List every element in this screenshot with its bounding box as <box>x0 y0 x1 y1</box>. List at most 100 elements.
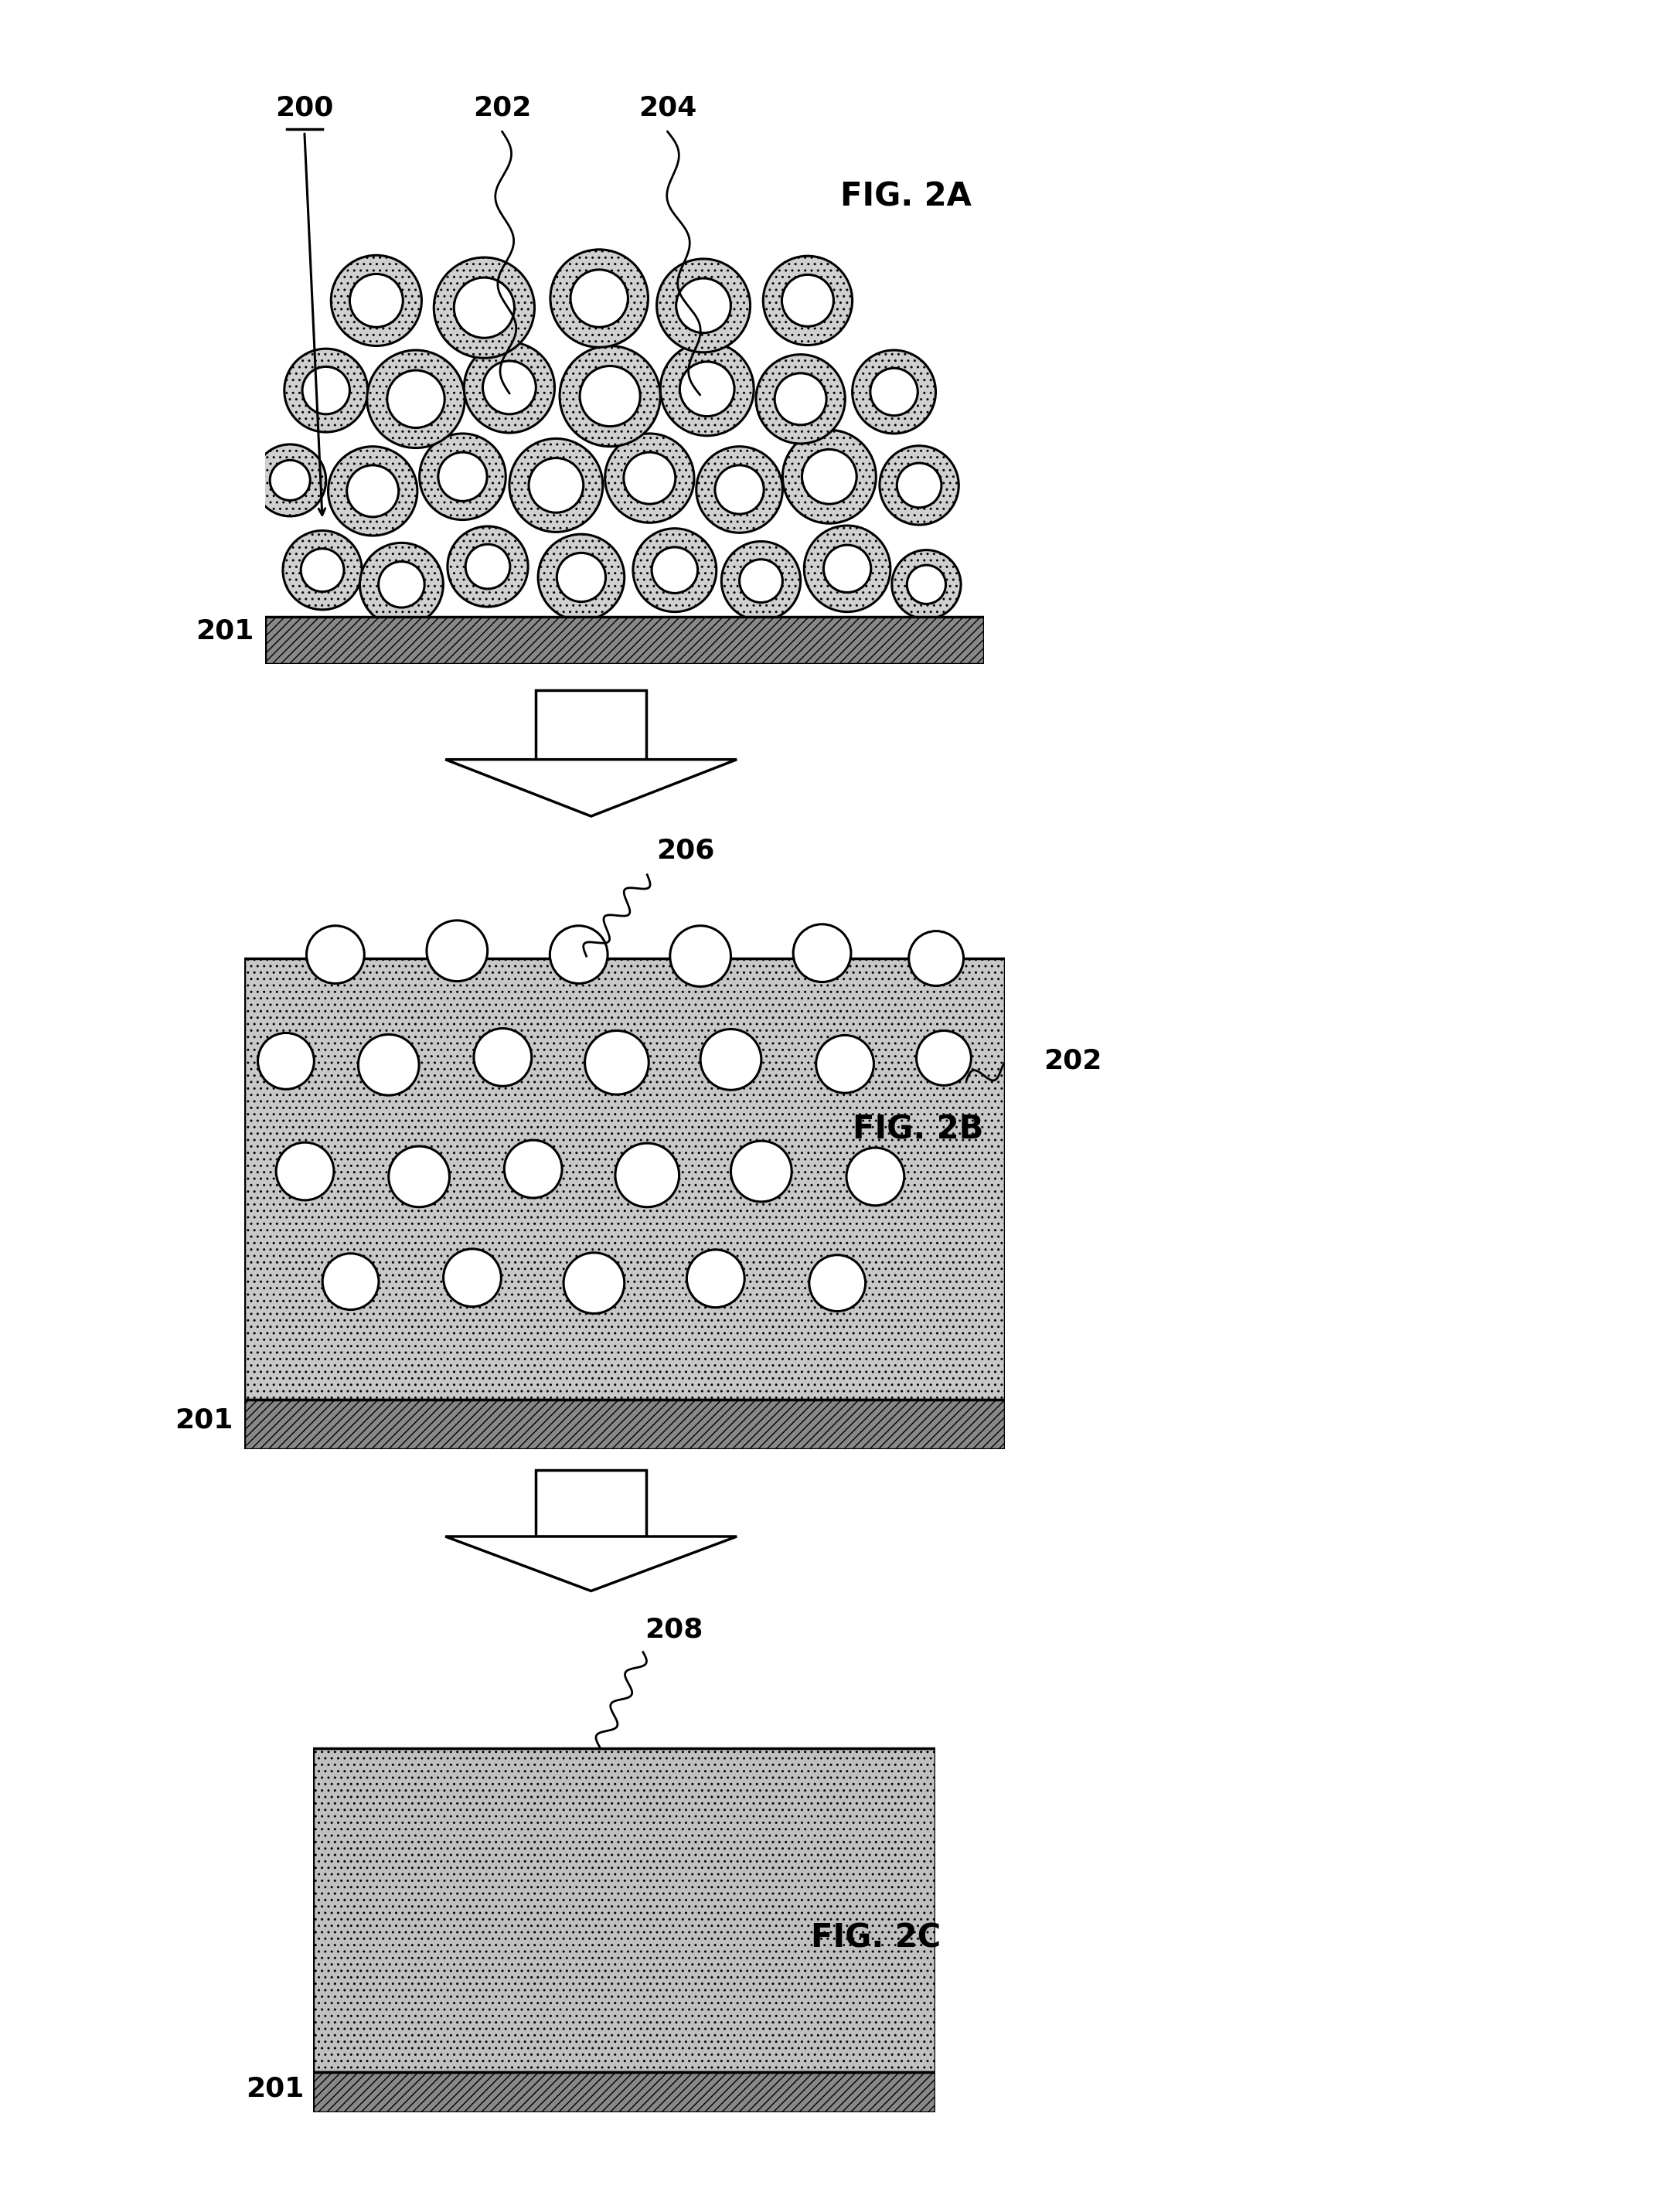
Circle shape <box>909 931 964 987</box>
Circle shape <box>584 1031 649 1095</box>
Circle shape <box>714 465 764 513</box>
Circle shape <box>366 349 465 447</box>
Circle shape <box>731 1141 791 1201</box>
Circle shape <box>852 349 936 434</box>
Text: FIG. 2B: FIG. 2B <box>852 1113 984 1146</box>
Circle shape <box>739 560 783 602</box>
Circle shape <box>255 445 326 515</box>
Text: 201: 201 <box>175 1407 233 1433</box>
Text: 201: 201 <box>196 617 255 644</box>
Circle shape <box>696 447 783 533</box>
Circle shape <box>475 1029 531 1086</box>
Circle shape <box>804 526 891 613</box>
Circle shape <box>426 920 488 982</box>
Circle shape <box>303 367 350 414</box>
Circle shape <box>907 564 946 604</box>
Circle shape <box>306 927 365 984</box>
Circle shape <box>466 544 509 588</box>
Circle shape <box>701 1029 761 1091</box>
Circle shape <box>816 1035 874 1093</box>
Circle shape <box>783 429 876 524</box>
Circle shape <box>448 526 528 606</box>
Circle shape <box>669 925 731 987</box>
Circle shape <box>358 1035 420 1095</box>
Circle shape <box>509 438 603 533</box>
Text: 200: 200 <box>275 95 333 122</box>
Circle shape <box>871 367 917 416</box>
Text: FIG. 2C: FIG. 2C <box>811 1922 941 1955</box>
Text: FIG. 2A: FIG. 2A <box>841 179 971 212</box>
Circle shape <box>793 925 851 982</box>
Text: 202: 202 <box>1044 1048 1102 1075</box>
Circle shape <box>331 254 421 345</box>
Circle shape <box>346 465 398 518</box>
Circle shape <box>483 361 536 414</box>
Bar <box>245 1400 1004 1449</box>
Circle shape <box>435 257 534 358</box>
Circle shape <box>386 369 445 427</box>
Circle shape <box>846 1148 904 1206</box>
Circle shape <box>616 1144 679 1208</box>
Circle shape <box>323 1254 378 1310</box>
Circle shape <box>350 274 403 327</box>
Circle shape <box>420 434 506 520</box>
Bar <box>536 1471 646 1537</box>
Circle shape <box>624 451 676 504</box>
Circle shape <box>285 349 368 431</box>
Circle shape <box>892 551 961 619</box>
Circle shape <box>879 447 959 524</box>
Text: 201: 201 <box>246 2075 305 2101</box>
Bar <box>265 617 984 664</box>
Circle shape <box>378 562 425 608</box>
Circle shape <box>270 460 310 500</box>
Circle shape <box>679 363 734 416</box>
Polygon shape <box>445 1537 736 1590</box>
Circle shape <box>721 542 801 622</box>
Circle shape <box>763 257 852 345</box>
Circle shape <box>661 343 754 436</box>
Circle shape <box>556 553 606 602</box>
Circle shape <box>258 1033 315 1088</box>
Circle shape <box>301 549 345 593</box>
Circle shape <box>916 1031 971 1086</box>
Circle shape <box>559 345 661 447</box>
Circle shape <box>676 279 731 332</box>
Circle shape <box>656 259 751 352</box>
Circle shape <box>579 365 641 427</box>
Circle shape <box>774 374 826 425</box>
Bar <box>536 690 646 759</box>
Circle shape <box>538 533 624 622</box>
Circle shape <box>756 354 846 445</box>
Bar <box>245 958 1004 1400</box>
Circle shape <box>455 276 514 338</box>
Circle shape <box>809 1254 866 1312</box>
Circle shape <box>783 274 834 327</box>
Text: 206: 206 <box>656 836 714 863</box>
Circle shape <box>803 449 856 504</box>
Circle shape <box>551 250 648 347</box>
Circle shape <box>549 927 608 984</box>
Circle shape <box>283 531 361 611</box>
Circle shape <box>604 434 694 522</box>
Circle shape <box>328 447 418 535</box>
Text: 202: 202 <box>473 95 531 122</box>
Circle shape <box>563 1252 624 1314</box>
Circle shape <box>465 343 554 434</box>
Circle shape <box>438 451 488 502</box>
Text: 204: 204 <box>638 95 696 122</box>
Circle shape <box>360 542 443 626</box>
Circle shape <box>529 458 583 513</box>
Circle shape <box>443 1250 501 1307</box>
Bar <box>313 1747 936 2073</box>
Circle shape <box>651 546 698 593</box>
Circle shape <box>276 1141 335 1201</box>
Text: 208: 208 <box>644 1617 703 1644</box>
Circle shape <box>824 544 871 593</box>
Polygon shape <box>445 759 736 816</box>
Circle shape <box>571 270 628 327</box>
Bar <box>313 2073 936 2112</box>
Circle shape <box>504 1139 563 1199</box>
Circle shape <box>388 1146 450 1208</box>
Circle shape <box>897 462 941 507</box>
Circle shape <box>686 1250 744 1307</box>
